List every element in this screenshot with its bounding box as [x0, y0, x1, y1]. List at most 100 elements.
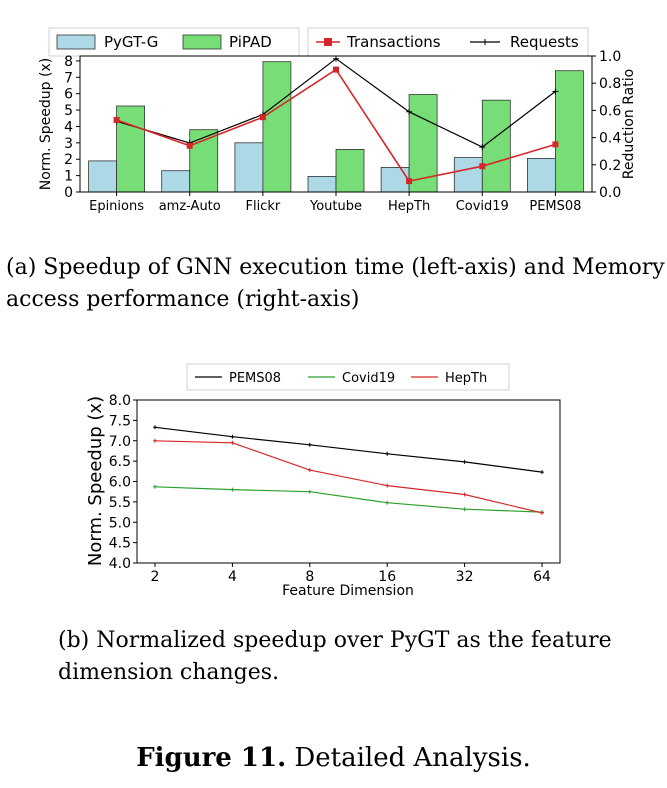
bar-pipad-epinions	[116, 105, 145, 193]
legend-marker-transactions	[324, 38, 332, 46]
x-tick-label-b-4: 4	[228, 569, 237, 585]
line-pems08	[154, 426, 543, 473]
x-tick-label-b-16: 16	[378, 569, 396, 585]
point-pems08-32	[462, 459, 467, 464]
point-transactions-covid19	[479, 163, 486, 170]
x-tick-label-b-64: 64	[533, 569, 551, 585]
y-tick-label-left-5: 5	[64, 103, 73, 119]
line-hepth	[154, 440, 543, 514]
bar-pygt-g-youtube	[307, 175, 337, 193]
y-tick-label-right-0.8: 0.8	[599, 76, 621, 92]
y-tick-label-b-4.5: 4.5	[109, 536, 131, 552]
y-tick-label-b-4.0: 4.0	[109, 556, 131, 572]
y-tick-label-b-5.0: 5.0	[109, 515, 131, 531]
point-requests-youtube	[333, 55, 339, 62]
y-tick-label-right-1.0: 1.0	[599, 49, 621, 65]
point-transactions-hepth	[406, 178, 413, 185]
y-axis-label-b: Norm. Speedup (x)	[85, 396, 106, 566]
x-tick-label-amz-auto: amz-Auto	[159, 199, 221, 214]
x-tick-label-epinions: Epinions	[89, 199, 144, 214]
legend-label-pipad: PiPAD	[229, 33, 272, 51]
x-tick-label-pems08: PEMS08	[529, 199, 581, 214]
x-tick-label-flickr: Flickr	[245, 199, 280, 214]
caption-a: (a) Speedup of GNN execution time (left-…	[6, 255, 665, 312]
point-covid19-16	[385, 500, 390, 505]
figure-label: Figure 11.	[136, 743, 287, 773]
point-pems08-8	[307, 442, 312, 447]
legend-swatch-pipad	[182, 34, 222, 50]
line-covid19	[154, 486, 543, 513]
point-transactions-youtube	[333, 66, 339, 73]
y-tick-label-right-0.2: 0.2	[599, 158, 621, 174]
y-tick-label-right-0.4: 0.4	[599, 131, 621, 147]
bar-pygt-g-hepth	[380, 166, 410, 193]
legend-b: PEMS08 Covid19 HepTh	[186, 363, 510, 391]
legend-label-transactions: Transactions	[346, 33, 441, 51]
y-tick-label-left-6: 6	[64, 87, 73, 103]
point-covid19-2	[153, 484, 157, 489]
x-tick-label-b-2: 2	[151, 569, 160, 585]
x-tick-label-b-8: 8	[305, 569, 314, 585]
figure-title-text: Detailed Analysis.	[294, 743, 531, 773]
point-hepth-2	[153, 438, 157, 443]
point-pems08-64	[540, 470, 544, 475]
x-tick-label-b-32: 32	[456, 569, 474, 585]
y-tick-label-b-6.0: 6.0	[109, 475, 131, 491]
point-hepth-4	[230, 440, 235, 445]
legend-swatch-pygt-g	[56, 34, 96, 50]
legend-label-pygt-g: PyGT-G	[104, 33, 158, 51]
point-pems08-2	[153, 425, 157, 430]
bar-pipad-hepth	[408, 94, 438, 193]
legend-marker-requests	[482, 39, 488, 45]
y-axis-label-right-a: Reduction Ratio	[621, 69, 637, 179]
y-tick-label-b-7.5: 7.5	[109, 413, 131, 429]
point-covid19-4	[230, 487, 235, 492]
x-axis-label-b: Feature Dimension	[282, 583, 414, 599]
bar-pipad-pems08	[555, 70, 584, 193]
point-covid19-8	[307, 489, 312, 494]
bar-pygt-g-covid19	[453, 157, 483, 193]
bar-pipad-amz-auto	[189, 129, 219, 193]
legend-label-covid19: Covid19	[342, 371, 395, 386]
point-transactions-epinions	[113, 116, 120, 123]
y-tick-label-b-6.5: 6.5	[109, 454, 131, 470]
plot-frame-b	[136, 399, 561, 564]
point-hepth-16	[385, 483, 390, 488]
y-tick-label-left-2: 2	[64, 152, 73, 168]
y-tick-label-b-7.0: 7.0	[109, 434, 131, 450]
x-tick-label-covid19: Covid19	[456, 199, 509, 214]
legend-a: PyGT-G PiPAD Transactions Requests	[48, 27, 589, 57]
x-tick-label-youtube: Youtube	[309, 199, 362, 214]
chart-a: PyGT-G PiPAD Transactions Requests 01234…	[38, 27, 637, 214]
x-tick-label-hepth: HepTh	[388, 199, 430, 214]
point-covid19-32	[462, 507, 467, 512]
figure-title: Figure 11. Detailed Analysis.	[0, 743, 667, 773]
caption-b: (b) Normalized speedup over PyGT as the …	[58, 628, 612, 685]
y-tick-label-left-3: 3	[64, 136, 73, 152]
bar-pipad-flickr	[262, 61, 292, 193]
y-tick-label-left-1: 1	[64, 169, 73, 185]
chart-b: PEMS08 Covid19 HepTh 4.0 4.5 5.0 5.5 6.0 6.5 7…	[85, 363, 561, 599]
bar-pygt-g-flickr	[234, 142, 264, 193]
bar-pygt-g-epinions	[88, 160, 117, 193]
y-tick-label-b-8.0: 8.0	[109, 393, 131, 409]
legend-label-requests: Requests	[510, 33, 579, 51]
y-tick-label-left-0: 0	[64, 185, 73, 201]
y-tick-label-left-8: 8	[64, 54, 73, 70]
point-hepth-32	[462, 492, 467, 497]
bar-pipad-covid19	[481, 99, 511, 193]
legend-label-pems08: PEMS08	[229, 371, 281, 386]
point-requests-pems08	[552, 88, 559, 95]
point-transactions-flickr	[259, 114, 266, 121]
legend-a-frame-right	[307, 27, 589, 57]
y-axis-label-left-a: Norm. Speedup (x)	[38, 58, 54, 190]
bar-pygt-g-pems08	[527, 157, 556, 193]
point-requests-covid19	[479, 144, 486, 151]
y-tick-label-left-7: 7	[64, 70, 73, 86]
bar-pipad-youtube	[335, 148, 365, 193]
point-transactions-pems08	[552, 141, 559, 148]
point-hepth-64	[540, 510, 544, 515]
point-pems08-16	[385, 451, 390, 456]
y-tick-label-left-4: 4	[64, 119, 73, 135]
